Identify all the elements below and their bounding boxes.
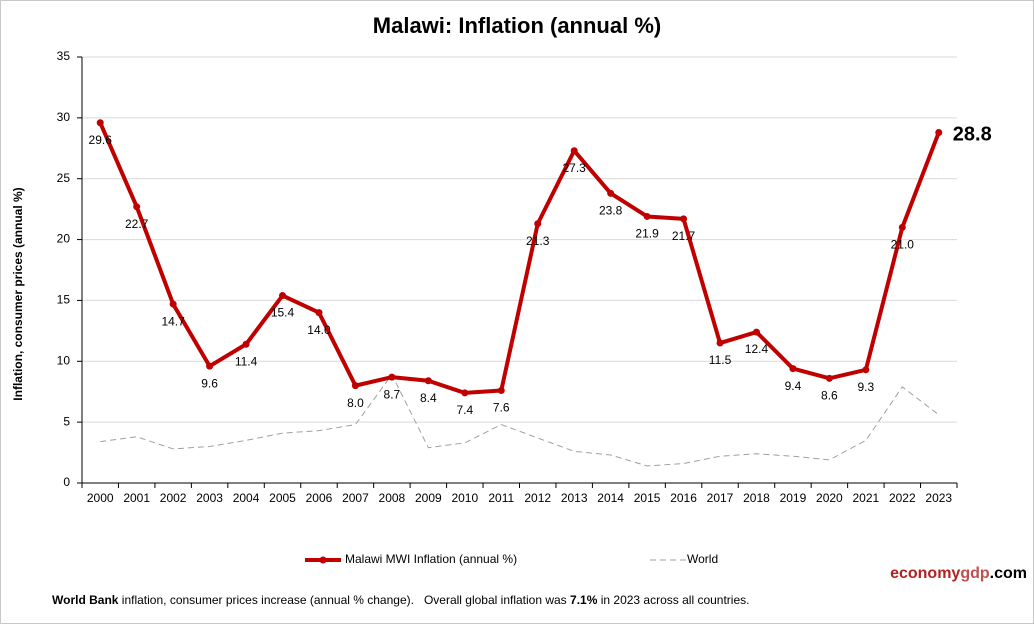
chart-title: Malawi: Inflation (annual %): [373, 13, 661, 38]
data-label: 7.4: [456, 403, 473, 417]
x-tick-label: 2010: [451, 491, 478, 505]
x-tick-label: 2012: [524, 491, 551, 505]
x-tick-label: 2017: [707, 491, 734, 505]
x-tick-label: 2011: [488, 491, 514, 505]
point: [898, 223, 906, 231]
y-tick-label: 20: [57, 232, 71, 246]
footer: World Bank inflation, consumer prices in…: [52, 593, 749, 607]
x-tick-label: 2021: [853, 491, 880, 505]
y-tick-label: 30: [57, 110, 71, 124]
brand: economygdp.com: [890, 565, 1027, 582]
x-tick-label: 2000: [87, 491, 114, 505]
x-tick-label: 2020: [816, 491, 843, 505]
data-label: 21.3: [526, 234, 550, 248]
data-label: 8.6: [821, 388, 838, 402]
data-label: 8.0: [347, 396, 364, 410]
point: [570, 147, 578, 155]
x-tick-label: 2008: [379, 491, 406, 505]
point: [279, 292, 287, 300]
footer-part: inflation, consumer prices increase (ann…: [118, 593, 570, 607]
y-tick-label: 5: [63, 414, 70, 428]
brand-part: economy: [890, 565, 960, 582]
data-label: 27.3: [563, 161, 587, 175]
legend-label: World: [687, 552, 718, 566]
x-tick-label: 2014: [597, 491, 624, 505]
point: [862, 366, 870, 374]
point: [789, 365, 797, 373]
y-tick-label: 35: [57, 49, 71, 63]
data-label: 9.3: [858, 380, 875, 394]
y-tick-label: 25: [57, 171, 71, 185]
point: [424, 377, 432, 385]
point: [497, 386, 505, 394]
x-tick-label: 2004: [233, 491, 260, 505]
footer-part: in 2023 across all countries.: [597, 593, 749, 607]
data-label: 21.9: [635, 227, 659, 241]
data-label: 29.6: [89, 133, 113, 147]
y-tick-label: 15: [57, 293, 71, 307]
legend-label: Malawi MWI Inflation (annual %): [345, 552, 517, 566]
x-tick-label: 2016: [670, 491, 697, 505]
x-tick-label: 2003: [196, 491, 223, 505]
point: [169, 300, 177, 308]
data-label: 9.6: [201, 376, 218, 390]
y-axis-label: Inflation, consumer prices (annual %): [11, 187, 25, 400]
point: [716, 339, 724, 347]
data-label: 8.7: [384, 387, 401, 401]
x-tick-label: 2018: [743, 491, 770, 505]
data-label: 11.5: [709, 353, 732, 367]
data-label: 15.4: [271, 306, 295, 320]
x-tick-label: 2022: [889, 491, 916, 505]
data-label: 21.7: [672, 229, 696, 243]
data-label: 12.4: [745, 342, 769, 356]
x-tick-label: 2019: [780, 491, 807, 505]
x-tick-label: 2023: [925, 491, 952, 505]
x-tick-label: 2005: [269, 491, 296, 505]
point: [315, 309, 323, 317]
x-tick-label: 2013: [561, 491, 588, 505]
x-tick-label: 2015: [634, 491, 661, 505]
point: [534, 220, 542, 228]
point: [825, 374, 833, 382]
data-label: 28.8: [953, 124, 992, 146]
brand-part: .com: [990, 565, 1027, 582]
footer-part: World Bank: [52, 593, 119, 607]
point: [351, 382, 359, 390]
point: [607, 189, 615, 197]
point: [752, 328, 760, 336]
point: [388, 373, 396, 381]
point: [935, 128, 943, 136]
point: [96, 119, 104, 127]
y-tick-label: 0: [63, 475, 70, 489]
data-label: 11.4: [235, 354, 258, 368]
series-line: [98, 121, 941, 395]
point: [643, 212, 651, 220]
x-tick-label: 2001: [123, 491, 150, 505]
data-label: 7.6: [493, 401, 510, 415]
data-label: 23.8: [599, 203, 623, 217]
point: [133, 203, 141, 211]
data-label: 8.4: [420, 391, 437, 405]
footer-part: 7.1%: [570, 593, 598, 607]
data-label: 21.0: [891, 238, 915, 252]
point: [680, 215, 688, 223]
point: [242, 340, 250, 348]
data-label: 14.7: [161, 314, 185, 328]
legend-marker: [319, 556, 327, 564]
data-label: 22.7: [125, 217, 149, 231]
x-tick-label: 2009: [415, 491, 442, 505]
data-label: 9.4: [785, 379, 802, 393]
point: [206, 362, 214, 370]
x-tick-label: 2002: [160, 491, 187, 505]
data-label: 14.0: [307, 323, 331, 337]
x-tick-label: 2006: [306, 491, 333, 505]
series-line: [100, 374, 940, 467]
y-tick-label: 10: [57, 353, 71, 367]
x-tick-label: 2007: [342, 491, 369, 505]
point: [461, 389, 469, 397]
brand-part: gdp: [960, 565, 990, 582]
